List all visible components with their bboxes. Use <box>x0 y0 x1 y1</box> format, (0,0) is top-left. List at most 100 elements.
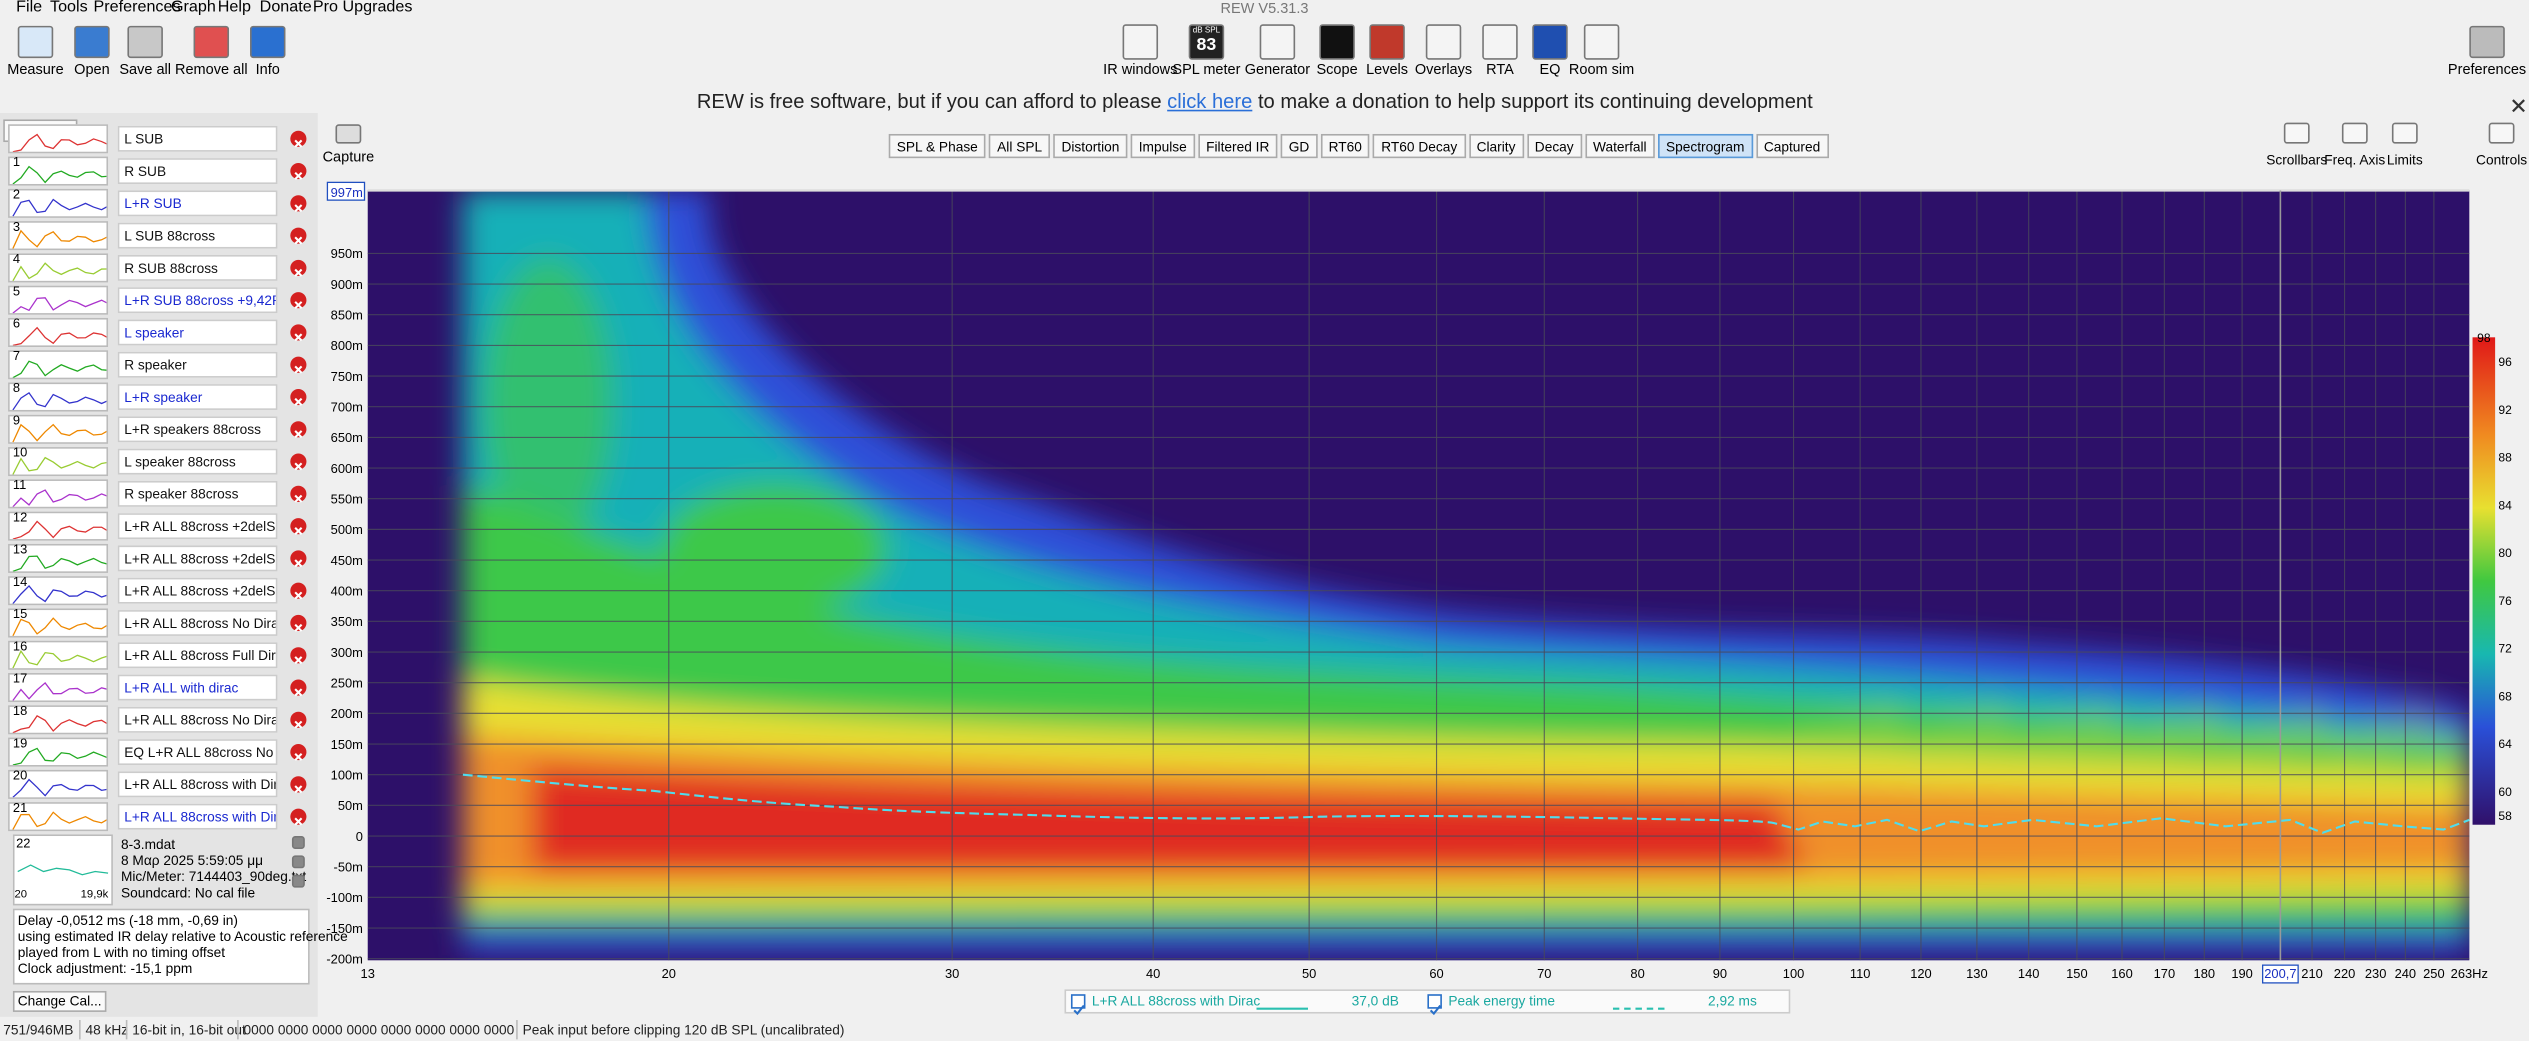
capture-label[interactable]: Capture <box>322 148 375 165</box>
toolbar-icon[interactable] <box>1369 24 1405 60</box>
remove-measurement[interactable] <box>290 388 307 406</box>
toolbar-label[interactable]: IR windows <box>1103 61 1178 78</box>
measurement-thumbnail[interactable] <box>8 350 110 380</box>
change-cal-button[interactable]: Change Cal... <box>12 990 107 1012</box>
remove-measurement[interactable] <box>290 711 307 729</box>
legend-checkbox[interactable] <box>1427 994 1442 1016</box>
toolbar-icon[interactable] <box>2469 25 2505 59</box>
toolbar-icon[interactable] <box>1532 24 1568 60</box>
measurement-thumbnail[interactable] <box>8 607 111 638</box>
graph-tab[interactable]: Spectrogram <box>1657 133 1753 159</box>
remove-measurement[interactable] <box>290 453 307 471</box>
measurement-thumbnail[interactable] <box>8 801 110 831</box>
graph-tab[interactable]: Filtered IR <box>1198 133 1278 159</box>
measurement-thumbnail[interactable] <box>8 285 110 315</box>
measurement-name[interactable]: L+R SUB <box>117 190 278 217</box>
menu-item[interactable]: File <box>16 0 43 17</box>
close-banner[interactable] <box>2511 92 2526 113</box>
remove-measurement[interactable] <box>290 582 307 600</box>
remove-measurement[interactable] <box>290 259 307 277</box>
toolbar-icon[interactable] <box>74 25 110 59</box>
graph-tab[interactable]: Captured <box>1755 133 1829 159</box>
graph-tab[interactable]: Clarity <box>1468 133 1524 159</box>
toolbar-icon[interactable] <box>193 25 230 59</box>
toolbar-label[interactable]: SPL meter <box>1172 61 1241 78</box>
measurement-thumbnail[interactable] <box>8 640 110 670</box>
graph-tab[interactable]: GD <box>1280 133 1318 159</box>
remove-measurement[interactable] <box>290 195 307 213</box>
measurement-thumbnail[interactable] <box>8 221 110 251</box>
remove-measurement[interactable] <box>290 356 307 374</box>
remove-measurement[interactable] <box>290 227 307 245</box>
toolbar-icon[interactable] <box>1259 24 1296 60</box>
measurement-name[interactable]: R SUB <box>117 158 278 184</box>
measurement-name[interactable]: L+R ALL 88cross No Dirac <box>117 706 278 733</box>
legend-checkbox[interactable] <box>1070 994 1086 1016</box>
graph-tab[interactable]: RT60 <box>1320 133 1370 159</box>
menu-item[interactable]: Preferences <box>93 0 181 17</box>
toolbar-label[interactable]: Generator <box>1244 61 1311 78</box>
toolbar-label[interactable]: Measure <box>7 61 64 78</box>
remove-measurement[interactable] <box>290 130 307 148</box>
measurement-thumbnail[interactable] <box>8 253 110 283</box>
measurement-thumbnail[interactable] <box>8 575 110 605</box>
remove-measurement[interactable] <box>290 162 307 180</box>
measurement-name[interactable]: R speaker <box>117 351 278 378</box>
toolbar-label[interactable]: Open <box>74 61 110 78</box>
toolbar-label[interactable]: Room sim <box>1568 61 1635 78</box>
toolbar-label[interactable]: Levels <box>1366 61 1409 78</box>
menu-item[interactable]: Donate <box>259 0 312 17</box>
measurement-thumbnail[interactable] <box>8 736 110 766</box>
measurement-thumbnail[interactable] <box>8 156 110 186</box>
toolbar-icon[interactable] <box>1482 24 1518 60</box>
capture-icon[interactable] <box>335 124 362 144</box>
measurement-thumbnail[interactable] <box>8 511 111 541</box>
remove-measurement[interactable] <box>290 291 307 309</box>
toolbar-icon[interactable] <box>17 25 54 59</box>
measurement-name[interactable]: L+R ALL 88cross Full Dirac <box>117 641 278 668</box>
remove-measurement[interactable] <box>290 807 307 825</box>
measurement-name[interactable]: L+R ALL 88cross +2delSpeak <box>117 577 278 604</box>
toolbar-icon[interactable] <box>1425 24 1462 60</box>
graph-tab[interactable]: Waterfall <box>1584 133 1655 159</box>
graph-tab[interactable]: All SPL <box>989 133 1051 159</box>
toolbar-icon[interactable] <box>1583 24 1620 60</box>
measurement-thumbnail[interactable] <box>8 769 110 799</box>
measurement-thumbnail[interactable] <box>8 478 110 509</box>
measurement-name[interactable]: L+R ALL 88cross with Dirac <box>117 803 278 829</box>
info-icon[interactable] <box>291 874 305 888</box>
remove-measurement[interactable] <box>290 517 307 535</box>
measurement-name[interactable]: L+R ALL 88cross No Dirac <box>117 609 278 636</box>
remove-measurement[interactable] <box>290 549 307 567</box>
measurement-name[interactable]: L+R SUB 88cross +9,42R <box>117 287 278 313</box>
info-icon[interactable] <box>291 836 305 849</box>
measurement-name[interactable]: L SUB <box>117 125 278 152</box>
measurement-name[interactable]: L+R speakers 88cross <box>117 416 278 442</box>
measurement-name[interactable]: L+R ALL with dirac <box>117 674 278 700</box>
graph-tab[interactable]: Impulse <box>1130 133 1195 159</box>
measurement-name[interactable]: EQ L+R ALL 88cross No Dira <box>117 738 278 765</box>
view-control-icon[interactable] <box>2391 122 2418 144</box>
measurement-thumbnail[interactable] <box>8 672 110 702</box>
toolbar-icon[interactable] <box>1319 24 1355 60</box>
menu-item[interactable]: Graph <box>170 0 216 17</box>
view-control-icon[interactable] <box>2488 122 2515 144</box>
measurement-thumbnail[interactable] <box>8 317 110 347</box>
measurement-thumbnail[interactable] <box>8 414 110 444</box>
view-control-icon[interactable] <box>2283 122 2310 144</box>
info-icon[interactable] <box>291 855 305 869</box>
toolbar-icon[interactable] <box>1122 24 1159 60</box>
measurement-name[interactable]: L speaker <box>117 319 278 346</box>
selected-thumbnail[interactable] <box>12 834 113 906</box>
remove-measurement[interactable] <box>290 775 307 793</box>
remove-measurement[interactable] <box>290 646 307 664</box>
graph-tab[interactable]: Distortion <box>1053 133 1128 159</box>
menu-item[interactable]: Tools <box>49 0 88 17</box>
measurement-name[interactable]: L speaker 88cross <box>117 448 278 475</box>
remove-measurement[interactable] <box>290 678 307 696</box>
toolbar-label[interactable]: Remove all <box>174 61 248 78</box>
measurement-name[interactable]: L+R speaker <box>117 383 278 410</box>
measurement-thumbnail[interactable] <box>8 704 111 734</box>
toolbar-label[interactable]: Info <box>255 61 280 78</box>
measurement-thumbnail[interactable] <box>8 382 110 412</box>
